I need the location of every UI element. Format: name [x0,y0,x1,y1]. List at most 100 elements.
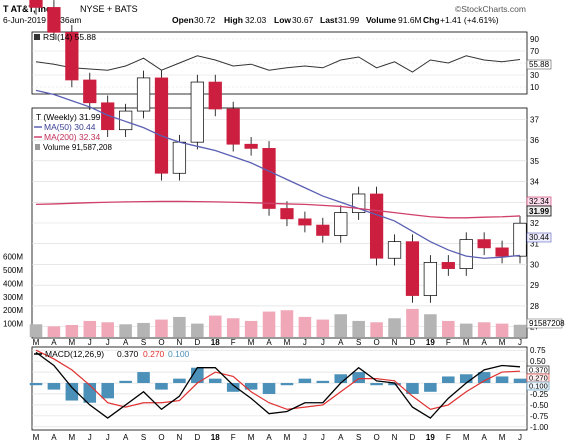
ma50-value-box [526,232,552,243]
macd-line [35,351,521,419]
price-candle [172,141,187,174]
signal-value-box-text: 0.270 [529,374,548,383]
price-layer: 3736353433323130292827600M500M400M300M20… [3,0,539,337]
macd-histogram-bar [316,380,330,384]
hist-label-value: 0.100 [168,349,190,359]
x-axis-label: S [141,338,146,347]
price-candle [405,241,420,296]
macd-histogram-bar [352,372,365,384]
price-tick-label: 36 [530,136,539,145]
volume-bar [244,320,258,337]
macd-histogram-bar [65,383,79,401]
volume-legend-swatch [35,144,40,150]
price-candle [441,262,455,269]
x-axis-label: O [158,433,164,442]
volume-tick-label: 600M [3,253,23,262]
x-axis-label: M [284,433,291,442]
x-axis-label: A [123,433,129,442]
x-axis-label: 18 [211,338,220,347]
x-axis-label: A [266,338,272,347]
symbol-title: T AT&T, Inc. [3,4,54,14]
last-price-box [526,205,552,217]
price-candle [83,79,97,104]
macd-histogram-bar [244,383,258,390]
price-candle [423,262,437,296]
volume-bar [262,311,276,337]
volume-bar [29,324,43,337]
volume-bar [191,323,204,337]
x-axis-label: N [392,338,398,347]
volume-bar [137,322,150,337]
volume-value-box-text: 91587208 [529,319,565,328]
macd-tick-label: 0.75 [530,346,546,355]
price-candle [387,241,402,259]
x-axis-label: O [158,338,164,347]
x-axis-label: M [248,433,255,442]
volume-header-value: 91.6M [398,15,422,25]
volume-bar [65,324,79,337]
x-axis-label: D [410,433,416,442]
x-axis-label: M [248,338,255,347]
volume-bar [280,310,294,337]
macd-pane [31,346,528,431]
price-candle [513,222,527,257]
volume-bar [47,326,61,337]
price-tick-label: 35 [530,157,539,166]
price-candle [280,208,294,220]
macd-histogram-bar [477,372,491,384]
x-axis-label: S [141,433,146,442]
price-candle [208,81,222,110]
x-axis-label: A [51,433,57,442]
macd-histogram-bar [459,374,473,384]
x-axis-label: M [69,338,76,347]
macd-tick-label: -0.25 [530,390,549,399]
volume-bar [101,322,114,337]
x-axis: M M A A M M J J J J A A S S O O N N D D 18 18 F F M M A A M M J J J J A A S S… [33,338,522,442]
volume-bar [495,323,509,337]
price-candle [136,77,151,112]
volume-bar [370,322,383,337]
high-value: 32.03 [245,15,267,25]
x-axis-label: J [303,338,307,347]
macd-label-value: 0.370 [117,349,139,359]
volume-bar [424,314,437,337]
x-axis-label: D [194,338,200,347]
price-candle [101,102,115,131]
x-axis-label: J [321,338,325,347]
ma200-label: MA(200) 32.34 [44,132,100,142]
macd-tick-label: 0.50 [530,357,546,366]
x-axis-label: A [51,338,57,347]
macd-tick-label: -0.75 [530,412,549,421]
x-axis-label: J [518,338,522,347]
chg-value: +1.41 (+4.61%) [440,15,499,25]
rsi-value-box [526,59,552,70]
price-candle [334,212,348,236]
x-axis-label: A [481,338,487,347]
last-label: Last [320,15,338,25]
x-axis-label: M [499,338,506,347]
x-axis-label: M [33,338,40,347]
price-candle [154,77,169,174]
exchange-label: NYSE + BATS [80,4,138,14]
x-axis-label: A [123,338,129,347]
x-axis-label: N [177,338,183,347]
low-label: Low [274,15,291,25]
rsi-tick-label: 10 [530,83,539,92]
x-axis-label: 19 [426,338,435,347]
volume-tick-label: 500M [3,266,23,275]
macd-histogram-bar [388,383,401,386]
macd-histogram-bar [280,383,294,386]
x-axis-label: A [338,433,344,442]
volume-bar [442,320,455,337]
macd-tick-label: -0.50 [530,401,549,410]
x-axis-label: N [177,433,183,442]
volume-bar [316,319,330,337]
macd-histogram-bar [29,383,43,386]
rsi-tick-label: 30 [530,71,539,80]
signal-line [35,349,521,410]
volume-bar [226,318,240,337]
volume-bar [83,320,97,337]
volume-bar [173,316,186,337]
macd-histogram-bar [208,378,222,384]
